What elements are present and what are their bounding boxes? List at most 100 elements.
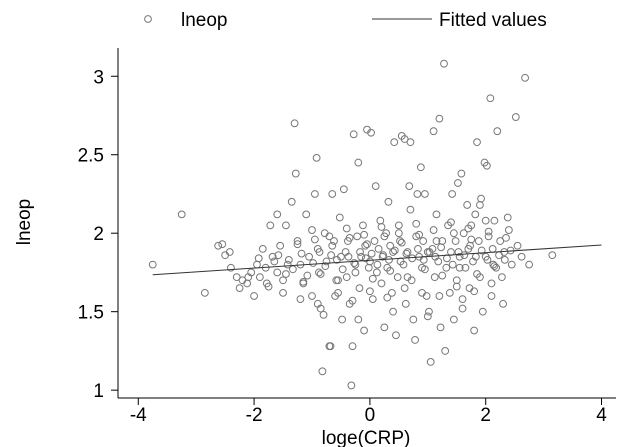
- data-point: [487, 279, 496, 288]
- data-point: [488, 244, 497, 253]
- data-point: [498, 273, 506, 282]
- data-point: [379, 251, 388, 260]
- data-point: [403, 248, 412, 256]
- data-point: [264, 282, 273, 291]
- data-point: [454, 179, 462, 187]
- data-point: [470, 326, 479, 335]
- data-point: [376, 216, 385, 225]
- data-point: [500, 255, 509, 264]
- data-point: [511, 113, 520, 121]
- data-point: [330, 237, 338, 245]
- data-point: [380, 232, 389, 241]
- x-tick-label: 4: [596, 405, 607, 426]
- data-point: [244, 273, 253, 282]
- data-point: [421, 190, 429, 198]
- data-point: [274, 251, 283, 260]
- data-point: [325, 232, 334, 241]
- data-point: [477, 246, 486, 255]
- x-tick-label: -2: [246, 405, 263, 426]
- data-point: [371, 182, 380, 191]
- data-point: [401, 299, 410, 308]
- data-point: [380, 323, 389, 332]
- data-point: [432, 237, 441, 245]
- data-point: [474, 237, 483, 245]
- data-point: [361, 241, 370, 250]
- data-point: [430, 273, 439, 282]
- data-point: [254, 254, 263, 263]
- fitted-line: [152, 244, 602, 276]
- data-point: [431, 252, 440, 261]
- data-point: [268, 252, 277, 261]
- data-point: [452, 282, 461, 291]
- fitted-line-group: [152, 244, 602, 276]
- data-point: [461, 263, 470, 272]
- data-point: [455, 263, 464, 272]
- data-point: [487, 292, 496, 300]
- data-point: [459, 229, 468, 238]
- data-point: [425, 248, 434, 256]
- data-point: [255, 273, 264, 282]
- data-point: [490, 216, 499, 225]
- data-point: [377, 279, 386, 288]
- data-point: [489, 260, 498, 269]
- data-point: [388, 288, 396, 297]
- data-point: [354, 158, 363, 167]
- data-point: [384, 197, 393, 206]
- data-point: [297, 249, 306, 258]
- data-point: [441, 347, 450, 355]
- legend: lneop Fitted values: [144, 10, 547, 31]
- data-point: [390, 138, 399, 147]
- data-point: [250, 292, 258, 300]
- data-point: [293, 237, 302, 245]
- data-point: [339, 185, 348, 194]
- data-point: [409, 315, 418, 324]
- data-point: [266, 221, 275, 230]
- data-point: [406, 138, 415, 147]
- data-point: [319, 310, 328, 319]
- data-point: [342, 224, 351, 233]
- data-point: [359, 221, 367, 230]
- data-point: [368, 274, 377, 283]
- data-point: [385, 255, 393, 264]
- data-point: [303, 271, 312, 280]
- data-point: [305, 252, 313, 261]
- data-point: [414, 244, 422, 253]
- data-point: [454, 248, 463, 256]
- data-point: [490, 262, 499, 271]
- data-point: [347, 381, 356, 390]
- data-point: [486, 94, 495, 103]
- data-point: [373, 260, 382, 269]
- data-point: [400, 135, 409, 143]
- data-point: [253, 260, 261, 269]
- data-point: [338, 265, 347, 274]
- data-point: [504, 226, 513, 234]
- data-point: [258, 244, 267, 253]
- data-point: [481, 216, 490, 225]
- data-point: [232, 273, 241, 282]
- data-point: [408, 254, 417, 263]
- data-point: [200, 288, 209, 297]
- data-point: [493, 127, 502, 136]
- data-point: [344, 252, 353, 261]
- data-point: [435, 114, 444, 123]
- data-point: [513, 241, 522, 250]
- data-point: [449, 315, 458, 324]
- data-point: [348, 342, 357, 351]
- y-tick-label: 3: [93, 67, 104, 88]
- data-point: [365, 287, 374, 296]
- data-point: [288, 265, 297, 274]
- data-point: [283, 260, 292, 269]
- data-point: [353, 232, 362, 241]
- data-point: [448, 260, 457, 269]
- data-point: [435, 292, 444, 300]
- data-point: [432, 210, 441, 219]
- data-point: [471, 210, 480, 219]
- x-axis-label: loge(CRP): [322, 428, 411, 447]
- data-point: [496, 237, 505, 245]
- data-point: [279, 276, 287, 285]
- x-tick-label: -4: [130, 405, 147, 426]
- data-point: [290, 119, 299, 128]
- data-point: [421, 265, 429, 274]
- data-point: [368, 295, 377, 304]
